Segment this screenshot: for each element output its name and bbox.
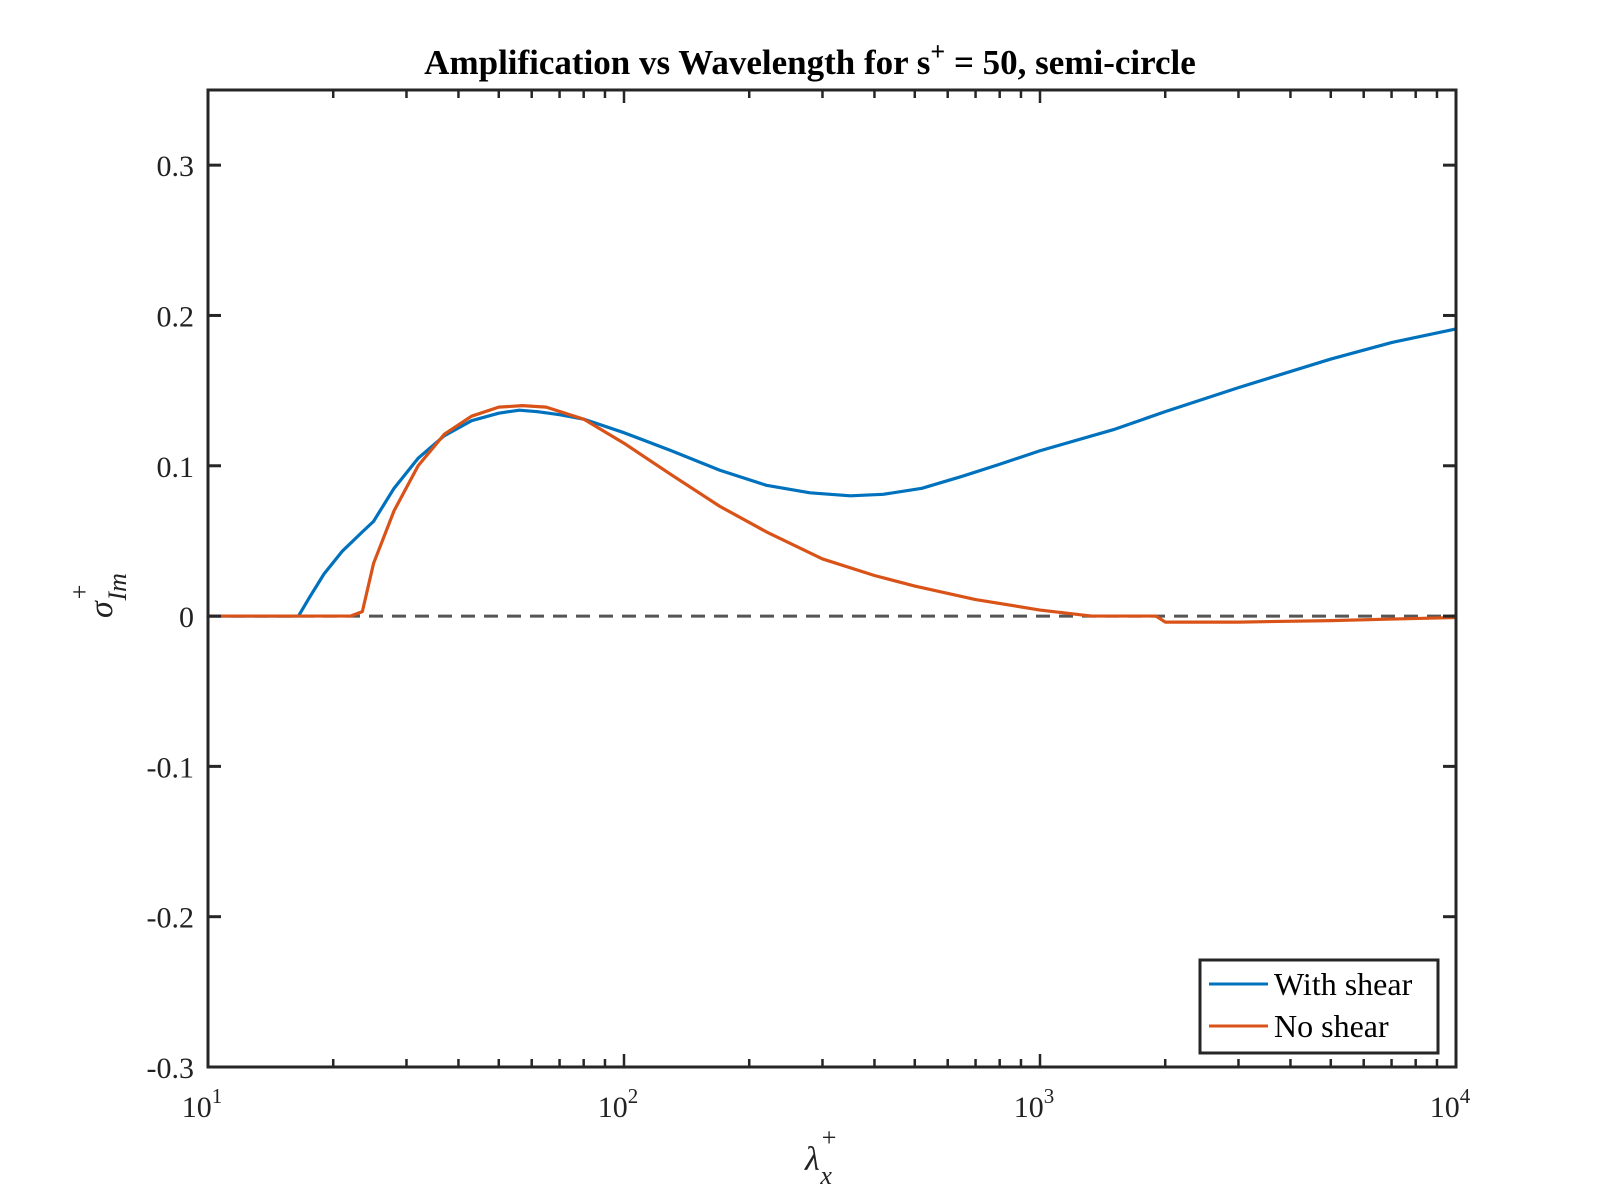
axis-ticks bbox=[206, 90, 1456, 1069]
legend-label-no-shear: No shear bbox=[1274, 1008, 1389, 1044]
x-tick-label: 104 bbox=[1430, 1084, 1471, 1124]
legend-box bbox=[1198, 958, 1440, 1055]
x-axis-label-sub: x bbox=[819, 1161, 832, 1190]
y-tick-label: -0.2 bbox=[147, 902, 195, 935]
y-axis-label: σ+ Im bbox=[65, 573, 132, 618]
y-tick-label: 0.3 bbox=[157, 150, 195, 183]
y-tick-label: 0.2 bbox=[157, 300, 195, 333]
y-axis-label-sub: Im bbox=[103, 573, 132, 601]
y-tick-label: 0.1 bbox=[157, 451, 195, 484]
legend-label-with-shear: With shear bbox=[1274, 966, 1413, 1002]
chart-title-sup: + bbox=[930, 37, 945, 66]
chart-title-prefix: Amplification vs Wavelength for s bbox=[424, 43, 930, 82]
y-tick-label: -0.1 bbox=[147, 751, 195, 784]
legend: With shear No shear bbox=[1198, 958, 1440, 1055]
series-line-no-shear bbox=[206, 404, 1458, 624]
axes-box bbox=[206, 88, 1458, 1069]
plot-area bbox=[206, 327, 1458, 624]
x-axis-label-base: λ bbox=[804, 1141, 820, 1178]
series-line-with-shear bbox=[206, 327, 1458, 618]
y-tick-label: 0 bbox=[179, 601, 194, 634]
chart-title: Amplification vs Wavelength for s+ = 50,… bbox=[424, 37, 1196, 82]
chart-title-suffix: = 50, semi-circle bbox=[945, 43, 1196, 82]
x-axis-label: λ+ x bbox=[804, 1123, 836, 1190]
y-tick-label: -0.3 bbox=[147, 1052, 195, 1085]
y-axis-label-sup: + bbox=[65, 585, 94, 600]
y-axis-label-base: σ bbox=[83, 600, 120, 618]
x-tick-label: 101 bbox=[182, 1084, 223, 1124]
x-axis-label-sup: + bbox=[822, 1123, 837, 1152]
x-tick-label: 103 bbox=[1014, 1084, 1055, 1124]
x-tick-label: 102 bbox=[598, 1084, 639, 1124]
